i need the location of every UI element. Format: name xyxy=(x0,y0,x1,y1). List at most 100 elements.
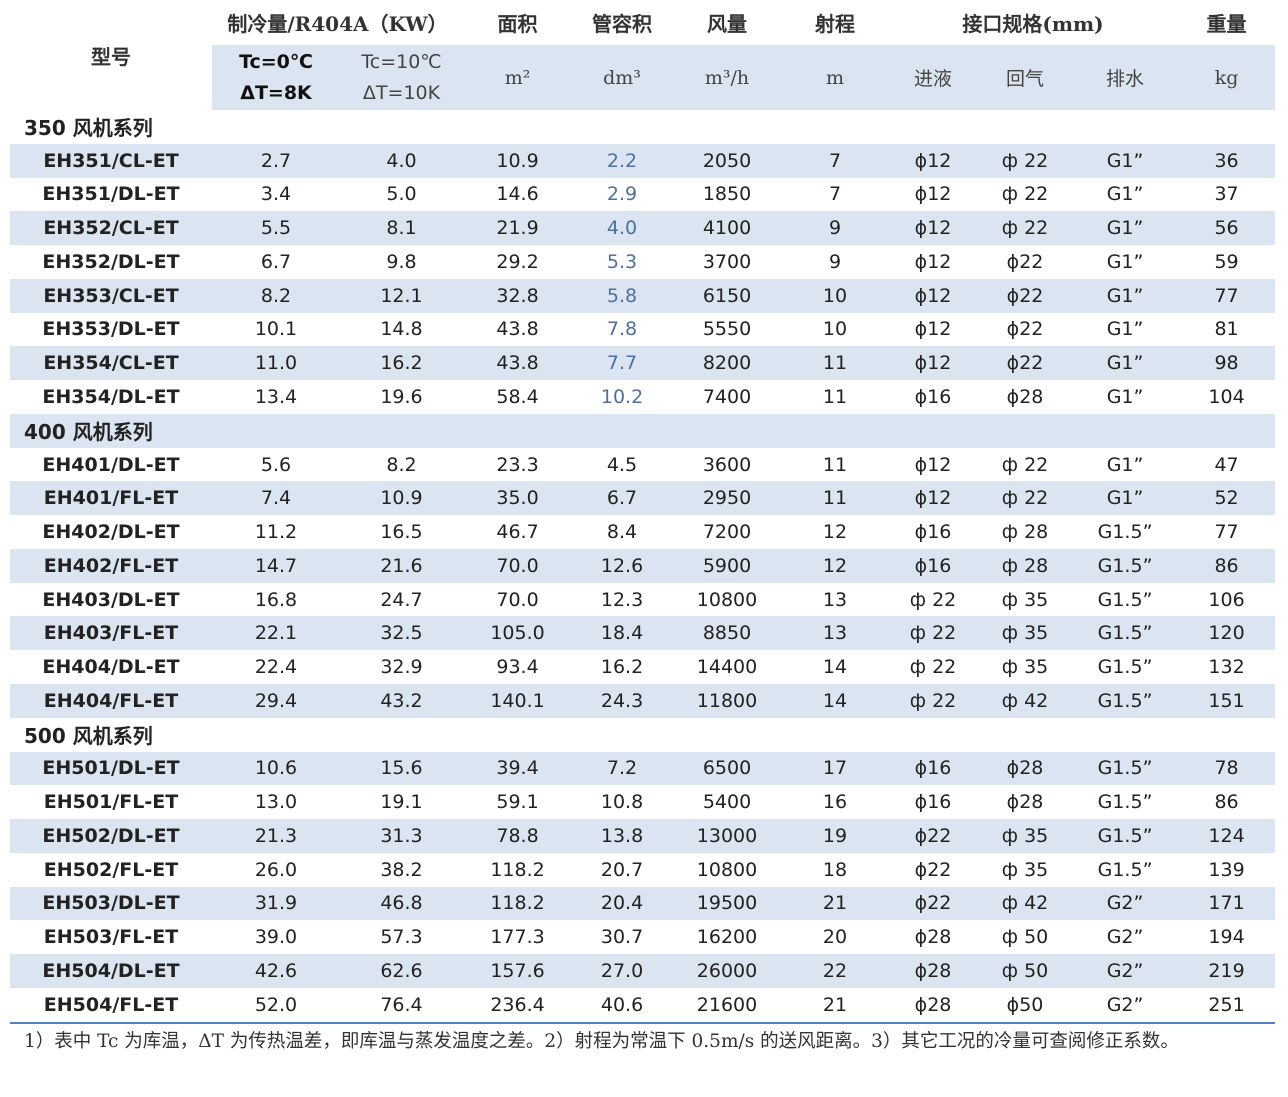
header-line: ΔT=10K xyxy=(362,81,441,104)
header-cell: 管容积 xyxy=(592,12,653,36)
data-cell: ϕ12 xyxy=(914,453,952,476)
data-cell: 76.4 xyxy=(380,993,423,1016)
data-cell: 59.1 xyxy=(496,791,539,814)
data-row: EH504/DL-ET 42.6 62.6 157.6 27.0 26000 22 ϕ28 ф … xyxy=(10,954,1276,988)
data-cell: 78 xyxy=(1178,751,1276,786)
data-cell: 16.2 xyxy=(340,346,464,381)
data-cell: ϕ12 xyxy=(888,278,979,313)
data-cell: 46.8 xyxy=(340,886,464,921)
data-cell: 12.1 xyxy=(340,278,464,313)
header-row: Tc=0℃ ΔT=8K Tc=10℃ ΔT=10K m² dm³ m³/h m 进液 回气 排水 kg xyxy=(10,45,1276,110)
data-cell: 13.4 xyxy=(254,386,298,408)
data-cell: ϕ12 xyxy=(888,481,979,516)
data-cell: 5900 xyxy=(672,548,783,583)
data-cell: 81 xyxy=(1214,318,1239,341)
model-cell: EH353/CL-ET xyxy=(10,278,212,313)
data-cell: 20.7 xyxy=(600,858,644,881)
data-cell: ф 22 xyxy=(909,588,957,611)
unit-cell: m xyxy=(782,45,889,110)
data-cell: 70.0 xyxy=(496,588,539,611)
data-cell: 5.5 xyxy=(212,211,340,246)
unit-cell: 回气 xyxy=(978,45,1073,110)
data-cell: 118.2 xyxy=(463,886,573,921)
header-cell: 射程 xyxy=(815,12,856,36)
footnote: 1）表中 Tc 为库温，ΔT 为传热温差，即库温与蒸发温度之差。2）射程为常温下… xyxy=(24,1031,1179,1052)
data-cell: 14400 xyxy=(696,656,758,679)
data-cell: 86 xyxy=(1214,791,1239,814)
data-cell: 124 xyxy=(1178,819,1276,853)
data-cell: 32.5 xyxy=(340,616,464,651)
data-cell: ϕ16 xyxy=(914,386,952,408)
model-cell: EH351/DL-ET xyxy=(42,183,180,206)
data-cell: 10800 xyxy=(696,858,758,881)
data-cell: 151 xyxy=(1178,684,1276,718)
data-cell: 4.0 xyxy=(572,211,673,246)
data-cell: 219 xyxy=(1178,954,1276,988)
model-cell: EH354/CL-ET xyxy=(10,346,212,381)
data-row: EH403/DL-ET 16.8 24.7 70.0 12.3 10800 13 ф 22 ф … xyxy=(10,583,1275,617)
data-cell: ф 35 xyxy=(978,819,1073,853)
data-cell: G1” xyxy=(1106,453,1144,476)
data-cell: 11.0 xyxy=(212,346,340,381)
data-cell: 42.6 xyxy=(212,954,340,988)
data-cell: 5400 xyxy=(702,791,752,814)
data-cell: 11 xyxy=(782,481,889,516)
data-cell: 77 xyxy=(1178,278,1276,313)
data-row: EH402/FL-ET 14.7 21.6 70.0 12.6 5900 12 ϕ16 ф 28… xyxy=(10,548,1276,583)
data-cell: 37 xyxy=(1214,183,1239,206)
data-cell: 30.7 xyxy=(600,926,644,949)
data-row: EH501/DL-ET 10.6 15.6 39.4 7.2 6500 17 ϕ16 ϕ28 G1… xyxy=(10,751,1276,786)
data-cell: 15.6 xyxy=(340,751,464,786)
data-cell: 13 xyxy=(822,588,848,611)
data-cell: 236.4 xyxy=(490,993,545,1016)
data-cell: 4.0 xyxy=(340,143,464,178)
model-cell: EH403/DL-ET xyxy=(42,588,180,611)
data-cell: ф 22 xyxy=(888,616,979,651)
data-cell: 62.6 xyxy=(340,954,464,988)
data-cell: 77 xyxy=(1214,521,1239,544)
data-cell: 120 xyxy=(1178,616,1276,651)
data-cell: 43.8 xyxy=(496,318,539,341)
data-cell: ϕ22 xyxy=(1006,318,1044,341)
model-cell: EH352/CL-ET xyxy=(10,211,212,246)
data-cell: ф 22 xyxy=(978,143,1073,178)
data-cell: 132 xyxy=(1208,656,1245,679)
data-cell: 3700 xyxy=(702,250,752,273)
data-cell: ϕ16 xyxy=(914,791,952,814)
data-cell: G1.5” xyxy=(1097,791,1153,814)
data-cell: 58.4 xyxy=(496,386,539,408)
data-cell: ф 28 xyxy=(978,548,1073,583)
unit-cell: m² xyxy=(463,45,573,110)
section-title: 350 风机系列 xyxy=(24,116,153,141)
table-body: 型号 制冷量/R404A（KW） 面积 管容积 风量 射程 接口规格(mm) 重量 Tc=0℃ Δ… xyxy=(10,0,1276,1023)
data-cell: 7200 xyxy=(702,521,752,544)
data-cell: ϕ22 xyxy=(888,819,979,853)
data-cell: 19 xyxy=(782,819,889,853)
data-cell: 251 xyxy=(1208,993,1245,1016)
data-cell: ф 50 xyxy=(978,954,1073,988)
data-cell: 3.4 xyxy=(260,183,292,206)
data-cell: ϕ28 xyxy=(888,954,979,988)
data-cell: 38.2 xyxy=(380,858,423,881)
header-cell: 面积 xyxy=(497,12,538,36)
data-cell: ф 22 xyxy=(888,684,979,718)
data-cell: 21.3 xyxy=(212,819,340,853)
model-cell: EH351/CL-ET xyxy=(10,143,212,178)
model-cell: EH504/DL-ET xyxy=(10,954,212,988)
data-cell: 10.9 xyxy=(463,143,573,178)
data-cell: 8.2 xyxy=(212,278,340,313)
data-cell: 29.2 xyxy=(496,250,539,273)
data-cell: 20 xyxy=(822,926,848,949)
data-cell: G2” xyxy=(1106,926,1144,949)
data-row: EH353/CL-ET 8.2 12.1 32.8 5.8 6150 10 ϕ12 ϕ22 G1”… xyxy=(10,278,1276,313)
data-cell: 43.2 xyxy=(340,684,464,718)
section-row: 350 风机系列 xyxy=(10,110,1275,144)
table-container: 型号 制冷量/R404A（KW） 面积 管容积 风量 射程 接口规格(mm) 重量 Tc=0℃ Δ… xyxy=(10,0,1276,1024)
data-cell: 10.2 xyxy=(600,386,644,408)
data-cell: 14.6 xyxy=(496,183,539,206)
data-cell: 5.6 xyxy=(260,453,292,476)
data-cell: 11 xyxy=(782,346,889,381)
data-cell: 2.7 xyxy=(212,143,340,178)
data-cell: 171 xyxy=(1178,886,1276,921)
